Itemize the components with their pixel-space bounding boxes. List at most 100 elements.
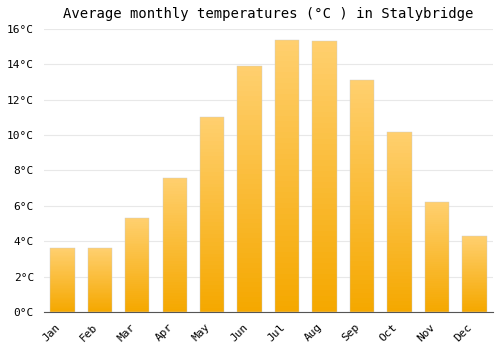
- Bar: [200, 133, 224, 137]
- Bar: [388, 175, 411, 178]
- Bar: [312, 150, 336, 155]
- Bar: [50, 301, 74, 302]
- Bar: [88, 294, 112, 295]
- Bar: [162, 177, 187, 180]
- Bar: [350, 141, 374, 145]
- Bar: [200, 118, 224, 121]
- Bar: [125, 263, 150, 265]
- Bar: [462, 248, 486, 250]
- Bar: [125, 306, 150, 308]
- Bar: [312, 236, 336, 242]
- Bar: [424, 279, 449, 281]
- Bar: [312, 209, 336, 215]
- Bar: [200, 285, 224, 289]
- Bar: [125, 228, 150, 230]
- Bar: [50, 307, 74, 308]
- Bar: [388, 153, 411, 157]
- Bar: [424, 305, 449, 308]
- Bar: [312, 58, 336, 63]
- Bar: [50, 311, 74, 312]
- Bar: [462, 242, 486, 244]
- Bar: [88, 301, 112, 302]
- Bar: [125, 237, 150, 239]
- Bar: [50, 306, 74, 307]
- Bar: [462, 266, 486, 268]
- Bar: [162, 196, 187, 199]
- Bar: [312, 128, 336, 133]
- Bar: [50, 292, 74, 293]
- Bar: [424, 237, 449, 240]
- Bar: [125, 299, 150, 301]
- Bar: [388, 251, 411, 254]
- Bar: [424, 253, 449, 255]
- Bar: [200, 184, 224, 188]
- Bar: [200, 250, 224, 254]
- Bar: [388, 236, 411, 240]
- Bar: [50, 270, 74, 271]
- Bar: [424, 275, 449, 277]
- Bar: [424, 229, 449, 231]
- Bar: [424, 246, 449, 248]
- Bar: [350, 266, 374, 270]
- Title: Average monthly temperatures (°C ) in Stalybridge: Average monthly temperatures (°C ) in St…: [63, 7, 474, 21]
- Bar: [50, 280, 74, 281]
- Bar: [424, 270, 449, 273]
- Bar: [462, 244, 486, 245]
- Bar: [462, 277, 486, 279]
- Bar: [388, 218, 411, 222]
- Bar: [162, 266, 187, 269]
- Bar: [462, 292, 486, 294]
- Bar: [238, 204, 262, 209]
- Bar: [388, 233, 411, 236]
- Bar: [50, 290, 74, 292]
- Bar: [125, 293, 150, 295]
- Bar: [200, 153, 224, 156]
- Bar: [462, 256, 486, 257]
- Bar: [88, 273, 112, 274]
- Bar: [88, 259, 112, 260]
- Bar: [200, 246, 224, 250]
- Bar: [238, 282, 262, 287]
- Bar: [238, 233, 262, 238]
- Bar: [162, 307, 187, 309]
- Bar: [125, 304, 150, 306]
- Bar: [462, 245, 486, 246]
- Bar: [424, 296, 449, 299]
- Bar: [312, 301, 336, 307]
- Bar: [424, 288, 449, 290]
- Bar: [162, 269, 187, 272]
- Bar: [50, 256, 74, 257]
- Bar: [350, 196, 374, 201]
- Bar: [162, 282, 187, 285]
- Bar: [125, 231, 150, 233]
- Bar: [462, 288, 486, 289]
- Bar: [312, 41, 336, 312]
- Bar: [200, 141, 224, 145]
- Bar: [350, 150, 374, 154]
- Bar: [350, 205, 374, 210]
- Bar: [125, 288, 150, 289]
- Bar: [125, 276, 150, 278]
- Bar: [125, 233, 150, 235]
- Bar: [88, 303, 112, 304]
- Bar: [200, 308, 224, 312]
- Bar: [350, 99, 374, 104]
- Bar: [312, 171, 336, 177]
- Bar: [275, 72, 299, 78]
- Bar: [350, 252, 374, 256]
- Bar: [50, 267, 74, 269]
- Bar: [200, 207, 224, 211]
- Bar: [312, 296, 336, 301]
- Bar: [162, 191, 187, 194]
- Bar: [312, 258, 336, 263]
- Bar: [350, 177, 374, 182]
- Bar: [88, 248, 112, 250]
- Bar: [238, 71, 262, 76]
- Bar: [350, 275, 374, 280]
- Bar: [162, 183, 187, 186]
- Bar: [462, 257, 486, 259]
- Bar: [162, 207, 187, 210]
- Bar: [200, 203, 224, 207]
- Bar: [275, 132, 299, 138]
- Bar: [238, 209, 262, 214]
